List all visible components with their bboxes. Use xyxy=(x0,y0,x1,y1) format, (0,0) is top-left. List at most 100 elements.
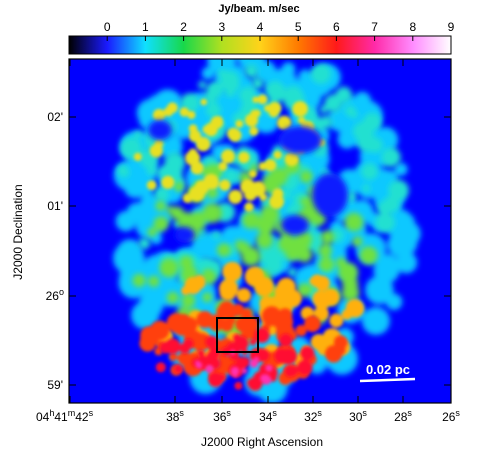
emission-holes xyxy=(148,120,348,243)
emission-blob xyxy=(206,351,216,361)
emission-blob xyxy=(161,175,175,189)
emission-blob xyxy=(305,347,313,354)
emission-blob xyxy=(335,344,346,356)
colorbar-tick-label: 1 xyxy=(142,20,149,34)
emission-blob xyxy=(260,374,269,383)
emission-blob xyxy=(159,341,172,354)
emission-blob xyxy=(275,168,289,182)
emission-blob xyxy=(166,205,175,214)
emission-blob xyxy=(132,273,146,288)
emission-blob xyxy=(281,62,296,76)
x-tick-label: 36s xyxy=(213,408,231,424)
emission-blob xyxy=(205,165,214,174)
colorbar-title: Jy/beam. m/sec xyxy=(218,3,299,15)
emission-blob xyxy=(186,213,206,233)
emission-blob xyxy=(153,216,169,232)
colorbar-tick-label: 8 xyxy=(409,20,416,34)
emission-blob xyxy=(138,237,151,250)
emission-blob xyxy=(148,275,160,287)
emission-blob xyxy=(249,126,259,136)
emission-blob xyxy=(388,179,409,201)
emission-blob xyxy=(375,212,395,233)
emission-blob xyxy=(318,257,334,272)
emission-blob xyxy=(233,333,241,342)
emission-blob xyxy=(381,147,401,167)
emission-hole xyxy=(175,227,195,243)
y-tick-label: 59' xyxy=(47,378,63,392)
emission-blob xyxy=(249,359,259,368)
emission-blob xyxy=(195,278,206,289)
emission-blob xyxy=(256,348,270,362)
x-axis-tick-labels: 04h41m42s 38s 36s 34s 32s 30s 28s 26s xyxy=(36,408,460,424)
colorbar-tick-label: 5 xyxy=(295,20,302,34)
emission-blob xyxy=(248,169,257,178)
emission-blob xyxy=(277,115,292,130)
emission-blob xyxy=(202,203,223,224)
emission-blob xyxy=(239,357,250,368)
emission-blob xyxy=(241,368,248,374)
emission-blob xyxy=(251,77,264,90)
emission-blob xyxy=(194,180,209,195)
emission-blob xyxy=(178,218,189,230)
emission-blob xyxy=(202,292,213,303)
emission-blob xyxy=(217,243,231,257)
emission-blob xyxy=(282,85,304,107)
emission-blob xyxy=(304,284,313,294)
emission-blob xyxy=(131,301,160,330)
emission-blob xyxy=(204,122,218,137)
x-tick-label: 28s xyxy=(394,408,412,424)
emission-blob xyxy=(282,238,298,254)
emission-blob xyxy=(231,303,245,317)
emission-blob xyxy=(322,288,340,306)
colorbar-tick-label: 7 xyxy=(371,20,378,34)
emission-blob xyxy=(335,86,353,104)
emission-blob xyxy=(254,277,274,297)
emission-blob xyxy=(235,316,252,333)
emission-blob xyxy=(250,181,266,197)
emission-blob xyxy=(279,333,293,347)
y-tick-label: 02' xyxy=(47,110,63,124)
emission-blob xyxy=(218,161,228,171)
colorbar-tick-label: 3 xyxy=(218,20,225,34)
emission-blob xyxy=(154,139,164,149)
x-tick-label: 30s xyxy=(349,408,367,424)
emission-hole xyxy=(281,215,309,235)
emission-blob xyxy=(314,275,330,291)
x-tick-label: 38s xyxy=(166,408,184,424)
emission-blob xyxy=(292,101,308,117)
colorbar-tick-label: 6 xyxy=(333,20,340,34)
emission-blob xyxy=(218,301,235,318)
emission-blob xyxy=(181,286,191,296)
emission-blob xyxy=(297,359,313,376)
emission-blob xyxy=(159,258,179,278)
emission-blob xyxy=(231,370,236,376)
emission-blob xyxy=(352,236,363,247)
emission-blob xyxy=(205,335,218,348)
emission-blob xyxy=(265,364,273,372)
emission-hole xyxy=(278,126,322,154)
emission-blob xyxy=(113,160,145,191)
emission-blob xyxy=(238,151,250,164)
emission-blob xyxy=(304,315,321,333)
emission-blob xyxy=(181,293,196,308)
emission-blob xyxy=(310,116,327,133)
emission-blob xyxy=(287,365,298,377)
emission-blob xyxy=(273,150,282,160)
emission-blob xyxy=(365,275,394,305)
y-axis-ticks xyxy=(69,116,451,386)
emission-blob xyxy=(200,98,208,106)
x-axis-title: J2000 Right Ascension xyxy=(201,435,323,449)
emission-blob xyxy=(361,163,378,181)
emission-blob xyxy=(357,132,377,152)
emission-blob xyxy=(295,324,307,337)
emission-blob xyxy=(329,313,344,328)
emission-blob xyxy=(139,335,156,352)
emission-blob xyxy=(217,69,228,79)
x-tick-label: 32s xyxy=(304,408,322,424)
region-box xyxy=(216,317,259,353)
colorbar-tick-labels: 0 1 2 3 4 5 6 7 8 9 xyxy=(104,20,455,34)
emission-blob xyxy=(395,221,421,247)
emission-blob xyxy=(182,193,193,203)
emission-blob xyxy=(331,245,345,258)
